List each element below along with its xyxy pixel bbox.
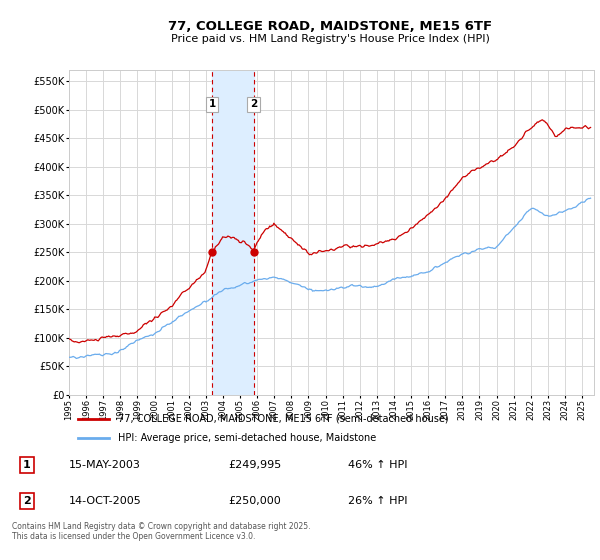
Text: 14-OCT-2005: 14-OCT-2005 <box>69 496 142 506</box>
Text: Price paid vs. HM Land Registry's House Price Index (HPI): Price paid vs. HM Land Registry's House … <box>170 34 490 44</box>
Text: £249,995: £249,995 <box>228 460 281 470</box>
Text: 77, COLLEGE ROAD, MAIDSTONE, ME15 6TF (semi-detached house): 77, COLLEGE ROAD, MAIDSTONE, ME15 6TF (s… <box>118 413 448 423</box>
Text: 15-MAY-2003: 15-MAY-2003 <box>69 460 141 470</box>
Bar <box>212 70 254 395</box>
Text: 46% ↑ HPI: 46% ↑ HPI <box>348 460 407 470</box>
Text: £250,000: £250,000 <box>228 496 281 506</box>
Text: 1: 1 <box>23 460 31 470</box>
Text: 26% ↑ HPI: 26% ↑ HPI <box>348 496 407 506</box>
Text: 77, COLLEGE ROAD, MAIDSTONE, ME15 6TF: 77, COLLEGE ROAD, MAIDSTONE, ME15 6TF <box>168 20 492 32</box>
Text: 1: 1 <box>209 99 216 109</box>
Text: 2: 2 <box>250 99 257 109</box>
Text: Contains HM Land Registry data © Crown copyright and database right 2025.
This d: Contains HM Land Registry data © Crown c… <box>12 522 311 542</box>
Text: HPI: Average price, semi-detached house, Maidstone: HPI: Average price, semi-detached house,… <box>118 433 376 444</box>
Text: 2: 2 <box>23 496 31 506</box>
